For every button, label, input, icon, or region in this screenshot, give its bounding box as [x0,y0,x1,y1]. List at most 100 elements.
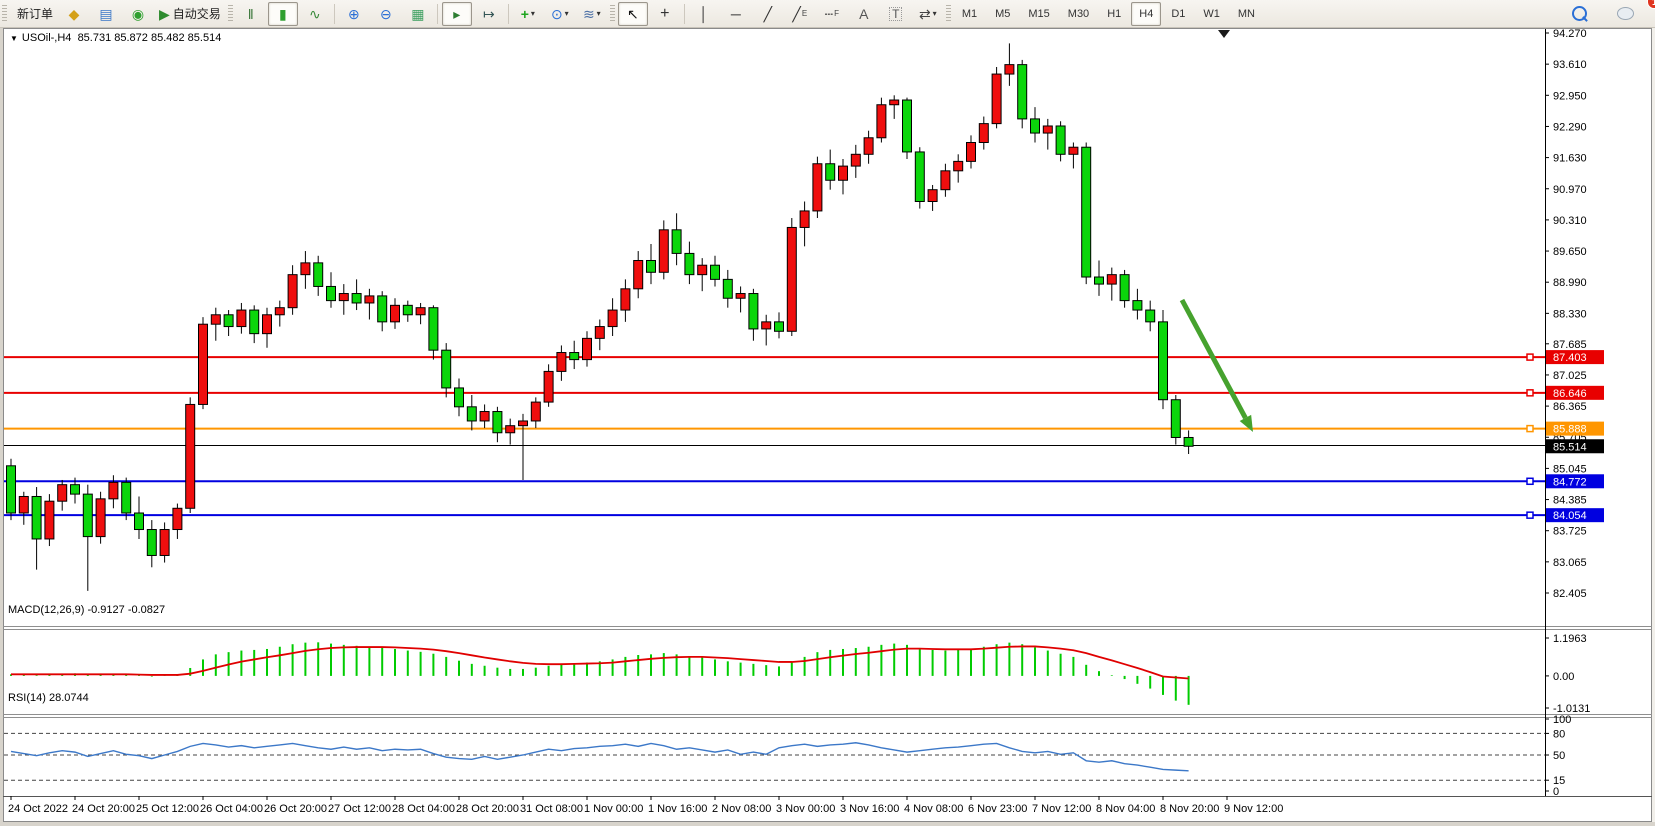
text-tool-button[interactable]: A [849,2,879,26]
horizontal-line-tool-button[interactable]: ─ [721,2,751,26]
notifications-button[interactable]: 1 [1610,0,1655,26]
zoom-out-icon: ⊖ [379,5,392,22]
timeframe-m1-button[interactable]: M1 [954,2,985,26]
auto-trading-button[interactable]: ▶ 自动交易 [155,2,225,26]
notification-badge: 1 [1647,0,1655,9]
text-label-tool-button[interactable]: T [881,2,911,26]
arrows-tool-icon: ⇄ [918,5,931,22]
timeframe-label: H4 [1139,7,1154,20]
svg-text:1.1963: 1.1963 [1553,633,1587,645]
trendline-tool-button[interactable]: ╱ [753,2,783,26]
market-watch-icon: ◆ [68,5,80,22]
svg-text:7 Nov 12:00: 7 Nov 12:00 [1032,803,1091,815]
vertical-line-icon: │ [699,5,709,22]
text-icon: A [859,5,869,22]
fibonacci-sub-label: F [834,9,839,18]
timeframe-m15-button[interactable]: M15 [1020,2,1057,26]
data-window-button[interactable]: ▤ [91,2,121,26]
svg-text:9 Nov 12:00: 9 Nov 12:00 [1224,803,1283,815]
timeframe-d1-button[interactable]: D1 [1163,2,1193,26]
timeframe-h1-button[interactable]: H1 [1099,2,1129,26]
zoom-in-button[interactable]: ⊕ [339,2,369,26]
search-button[interactable] [1564,2,1594,26]
svg-text:86.646: 86.646 [1553,388,1587,400]
svg-text:3 Nov 16:00: 3 Nov 16:00 [840,803,899,815]
svg-text:-1.0131: -1.0131 [1553,703,1590,715]
svg-text:87.403: 87.403 [1553,352,1587,364]
templates-button[interactable]: ≋ ▾ [577,2,607,26]
symbol-period-label: USOil-,H4 [21,32,72,44]
svg-text:90.970: 90.970 [1553,184,1587,196]
navigator-icon: ◉ [131,5,145,22]
new-order-button[interactable]: 新订单 [10,2,57,26]
svg-text:88.990: 88.990 [1553,277,1587,289]
svg-text:84.054: 84.054 [1553,510,1587,522]
svg-text:24 Oct 2022: 24 Oct 2022 [8,803,68,815]
equidistant-channel-icon: ╱ [792,5,801,22]
templates-icon: ≋ [582,5,595,22]
timeframe-m5-button[interactable]: M5 [987,2,1018,26]
timeframe-mn-button[interactable]: MN [1230,2,1263,26]
chart-shift-button[interactable]: ↦ [474,2,504,26]
auto-scroll-button[interactable]: ▸ [441,1,472,26]
timeframe-h4-button[interactable]: H4 [1131,1,1162,26]
auto-scroll-icon: ▸ [453,5,461,22]
toolbar-grip[interactable] [945,4,951,23]
chart-window: 94.270 93.610 92.950 92.290 91.630 90.970 90.3… [3,28,1652,822]
cursor-tool-button[interactable]: ↖ [617,1,648,26]
svg-text:84.385: 84.385 [1553,495,1587,507]
svg-text:4 Nov 08:00: 4 Nov 08:00 [904,803,963,815]
svg-text:85.045: 85.045 [1553,463,1587,475]
svg-text:94.270: 94.270 [1553,28,1587,40]
tile-windows-icon: ▦ [411,5,425,22]
bar-chart-button[interactable]: ‖ [236,2,266,26]
tile-windows-button[interactable]: ▦ [403,2,433,26]
auto-trading-icon: ▶ [159,5,170,22]
svg-text:24 Oct 20:00: 24 Oct 20:00 [72,803,135,815]
ohlc-values: 85.731 85.872 85.482 85.514 [77,32,222,44]
chat-bubble-icon [1616,7,1634,20]
toolbar-grip[interactable] [609,4,615,23]
timeframe-label: H1 [1107,7,1122,20]
collapse-triangle-icon[interactable]: ▼ [10,34,18,43]
line-chart-button[interactable]: ∿ [300,2,330,26]
svg-text:82.405: 82.405 [1553,588,1587,600]
svg-text:1 Nov 00:00: 1 Nov 00:00 [584,803,643,815]
toolbar-grip[interactable] [2,4,7,23]
zoom-out-button[interactable]: ⊖ [371,2,401,26]
navigator-button[interactable]: ◉ [123,2,153,26]
indicators-add-icon: + [520,5,529,22]
crosshair-tool-button[interactable]: + [650,2,680,26]
arrows-tool-button[interactable]: ⇄ ▾ [913,2,943,26]
indicators-button[interactable]: + ▾ [513,2,543,26]
toolbar-grip[interactable] [227,4,233,23]
svg-text:1 Nov 16:00: 1 Nov 16:00 [648,803,707,815]
svg-text:92.290: 92.290 [1553,121,1587,133]
svg-text:8 Nov 04:00: 8 Nov 04:00 [1096,803,1155,815]
macd-indicator-label: MACD(12,26,9) -0.9127 -0.0827 [8,604,166,616]
price-chart[interactable]: 94.270 93.610 92.950 92.290 91.630 90.970 90.3… [3,28,1652,822]
chevron-down-icon: ▾ [564,9,569,18]
fibonacci-icon: ┄ [824,5,834,22]
market-watch-button[interactable]: ◆ [59,2,89,26]
window-bottom-edge [0,822,1655,826]
timeframe-label: M5 [995,7,1011,20]
svg-text:25 Oct 12:00: 25 Oct 12:00 [136,803,199,815]
fibonacci-tool-button[interactable]: ┄ F [817,2,847,26]
timeframe-m30-button[interactable]: M30 [1060,2,1097,26]
svg-text:93.610: 93.610 [1553,59,1587,71]
svg-text:27 Oct 12:00: 27 Oct 12:00 [328,803,391,815]
new-order-label: 新订单 [17,7,54,21]
svg-text:6 Nov 23:00: 6 Nov 23:00 [968,803,1027,815]
svg-text:85.888: 85.888 [1553,424,1587,436]
svg-text:89.650: 89.650 [1553,246,1587,258]
periods-button[interactable]: ⊙ ▾ [545,2,575,26]
cursor-icon: ↖ [626,5,639,22]
equidistant-channel-tool-button[interactable]: ╱ E [785,2,815,26]
candlestick-chart-button[interactable]: ▮ [267,1,298,26]
zoom-in-icon: ⊕ [347,5,360,22]
svg-text:28 Oct 20:00: 28 Oct 20:00 [456,803,519,815]
svg-text:26 Oct 20:00: 26 Oct 20:00 [264,803,327,815]
timeframe-w1-button[interactable]: W1 [1195,2,1228,26]
vertical-line-tool-button[interactable]: │ [689,2,719,26]
